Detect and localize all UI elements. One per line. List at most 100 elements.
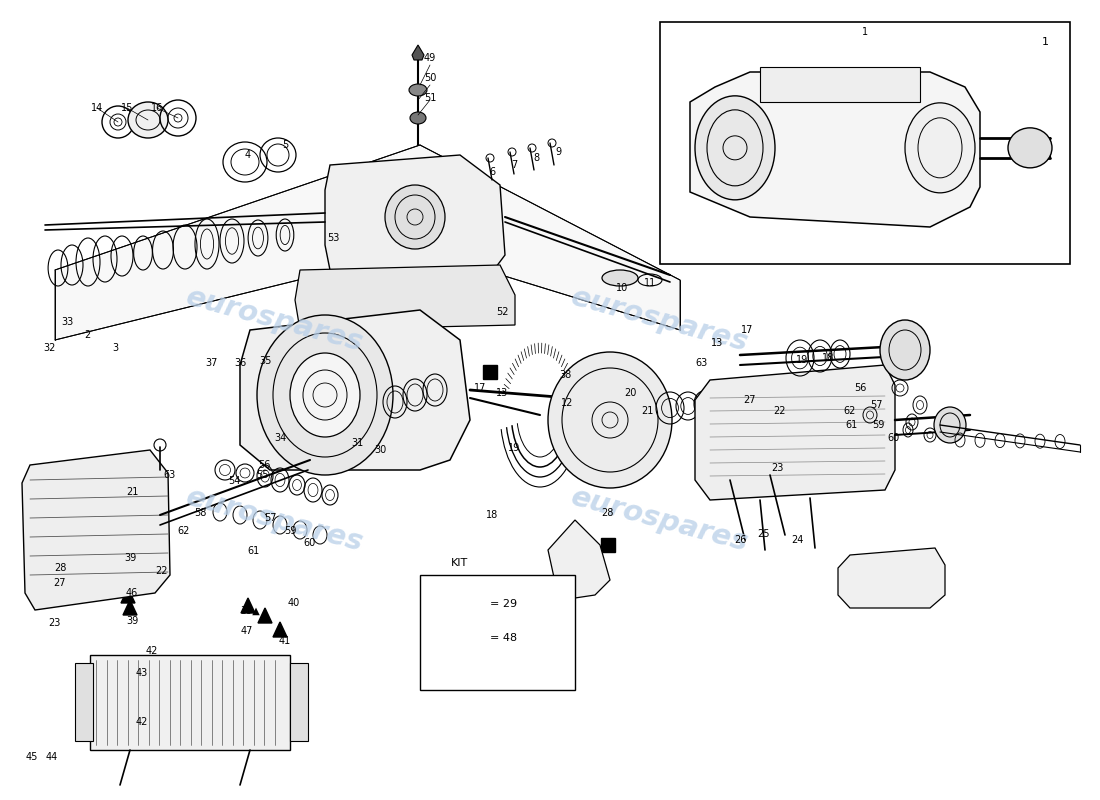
- Text: 27: 27: [744, 395, 757, 405]
- Polygon shape: [240, 310, 470, 470]
- Text: 40: 40: [288, 598, 300, 608]
- Text: 63: 63: [164, 470, 176, 480]
- Text: 62: 62: [178, 526, 190, 536]
- Text: 32: 32: [44, 343, 56, 353]
- Text: 2: 2: [84, 330, 90, 340]
- Circle shape: [801, 80, 808, 88]
- Bar: [290, 663, 308, 741]
- Text: 37: 37: [206, 358, 218, 368]
- Text: 59: 59: [872, 420, 884, 430]
- Text: 47: 47: [241, 626, 253, 636]
- Text: 39▲: 39▲: [240, 606, 260, 616]
- Text: KIT: KIT: [451, 558, 469, 568]
- Text: 41: 41: [279, 636, 292, 646]
- Bar: [432, 595, 450, 613]
- Text: 42: 42: [146, 646, 158, 656]
- Text: 17: 17: [740, 325, 754, 335]
- Polygon shape: [295, 265, 515, 330]
- Circle shape: [490, 291, 500, 303]
- Text: 56: 56: [257, 460, 271, 470]
- Text: 46: 46: [125, 588, 139, 598]
- Text: 16: 16: [151, 103, 163, 113]
- Ellipse shape: [548, 352, 672, 488]
- Circle shape: [120, 472, 128, 480]
- Text: 22: 22: [773, 406, 786, 416]
- Text: 31: 31: [351, 438, 363, 448]
- Ellipse shape: [410, 112, 426, 124]
- Ellipse shape: [385, 185, 446, 249]
- Text: 18: 18: [822, 353, 834, 363]
- Text: 6: 6: [488, 167, 495, 177]
- Text: 19: 19: [796, 355, 808, 365]
- Bar: [601, 538, 615, 552]
- Text: 23: 23: [47, 618, 60, 628]
- Text: = 29: = 29: [490, 599, 517, 609]
- Bar: [90, 655, 290, 750]
- Polygon shape: [153, 560, 167, 575]
- Text: 4: 4: [245, 150, 251, 160]
- Text: 28: 28: [54, 563, 66, 573]
- Polygon shape: [104, 555, 119, 570]
- Polygon shape: [548, 520, 610, 598]
- Text: 14: 14: [91, 103, 103, 113]
- Circle shape: [570, 412, 586, 428]
- Circle shape: [322, 324, 328, 330]
- Circle shape: [891, 80, 899, 88]
- Text: 17: 17: [474, 383, 486, 393]
- Text: 26: 26: [734, 535, 746, 545]
- Ellipse shape: [290, 353, 360, 437]
- Text: 49: 49: [424, 53, 436, 63]
- Polygon shape: [258, 608, 272, 623]
- Text: 60: 60: [304, 538, 316, 548]
- Circle shape: [830, 80, 839, 88]
- Text: 61: 61: [248, 546, 260, 556]
- Polygon shape: [324, 155, 505, 280]
- Text: 43: 43: [136, 668, 149, 678]
- Bar: [75, 663, 94, 741]
- Text: 3: 3: [112, 343, 118, 353]
- Polygon shape: [121, 588, 135, 603]
- Text: 55: 55: [255, 470, 268, 480]
- Circle shape: [586, 379, 602, 395]
- Text: 23: 23: [771, 463, 783, 473]
- Text: 15: 15: [121, 103, 133, 113]
- Polygon shape: [55, 145, 680, 340]
- Text: = 48: = 48: [490, 633, 517, 643]
- Text: 57: 57: [264, 513, 276, 523]
- Bar: [660, 22, 1070, 264]
- Text: 1: 1: [1042, 37, 1048, 47]
- Text: 11: 11: [644, 278, 656, 288]
- Text: 59: 59: [284, 526, 296, 536]
- Ellipse shape: [905, 103, 975, 193]
- Circle shape: [42, 526, 50, 534]
- Circle shape: [68, 472, 76, 480]
- Text: 24: 24: [791, 535, 803, 545]
- Circle shape: [146, 526, 154, 534]
- Circle shape: [322, 460, 328, 466]
- Polygon shape: [432, 629, 450, 647]
- Circle shape: [493, 294, 497, 299]
- Text: 51: 51: [424, 93, 437, 103]
- Ellipse shape: [934, 407, 966, 443]
- Ellipse shape: [257, 315, 393, 475]
- Polygon shape: [838, 548, 945, 608]
- Circle shape: [634, 412, 650, 428]
- Text: 34: 34: [274, 433, 286, 443]
- Circle shape: [120, 580, 128, 588]
- Text: 25: 25: [758, 529, 770, 539]
- Ellipse shape: [128, 102, 168, 138]
- Text: 27: 27: [54, 578, 66, 588]
- Circle shape: [356, 440, 363, 446]
- Polygon shape: [695, 365, 895, 500]
- Text: 18: 18: [486, 510, 498, 520]
- Text: 13: 13: [496, 388, 508, 398]
- Text: 30: 30: [374, 445, 386, 455]
- Text: 5: 5: [282, 140, 288, 150]
- Text: 7: 7: [510, 160, 517, 170]
- Text: 36: 36: [234, 358, 246, 368]
- Polygon shape: [273, 622, 287, 637]
- Text: eurospares: eurospares: [183, 283, 367, 357]
- Bar: [483, 365, 497, 379]
- Text: 13: 13: [711, 338, 723, 348]
- Ellipse shape: [695, 96, 776, 200]
